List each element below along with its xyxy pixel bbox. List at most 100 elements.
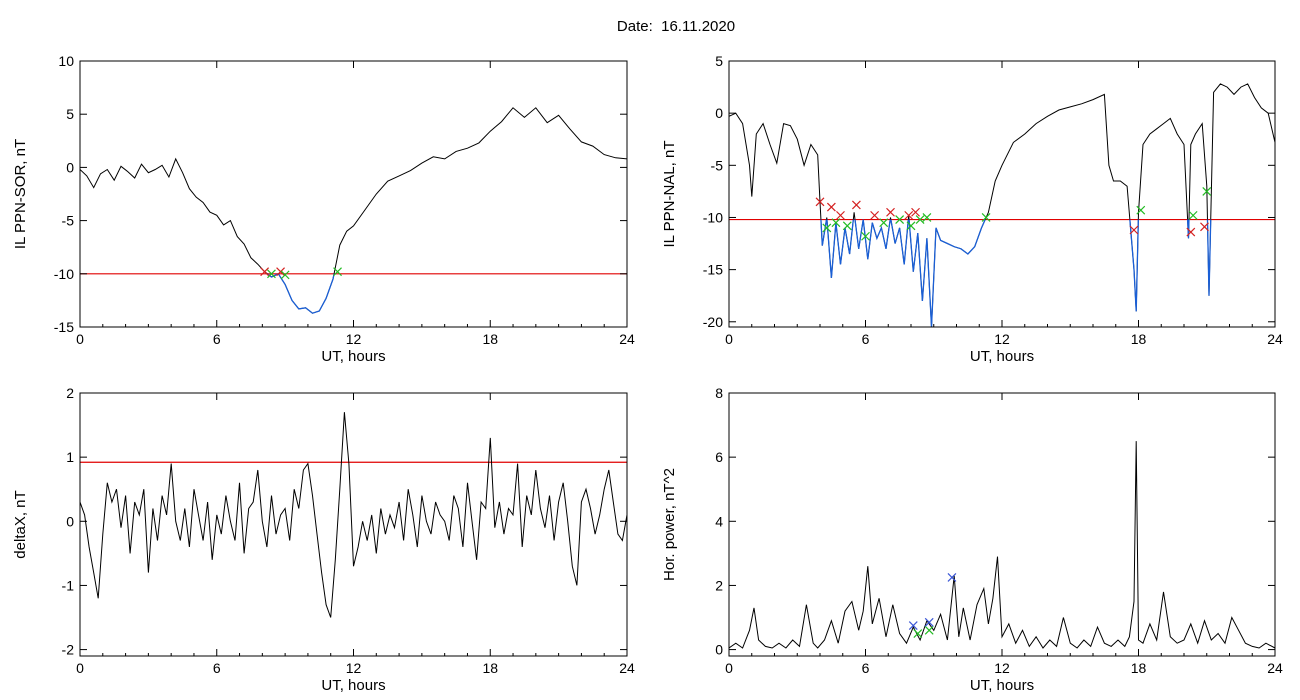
y-axis-label: IL PPN-NAL, nT [661,141,678,248]
data-trace [80,107,627,314]
data-trace [729,441,1275,649]
x-axis-label: UT, hours [970,348,1034,365]
y-tick-label: 2 [66,385,74,401]
date-label: Date: [616,18,653,35]
y-tick-label: -10 [703,209,723,225]
y-tick-label: -10 [54,266,74,282]
y-tick-label: -15 [54,319,74,335]
event-start-marker [911,207,920,217]
y-tick-label: -5 [711,157,724,173]
event-start-marker [276,267,285,277]
below-threshold-trace [820,219,1212,327]
x-tick-label: 0 [725,660,733,676]
event-start-marker [904,210,914,220]
y-tick-label: -15 [703,262,723,278]
event-start-marker [826,202,836,212]
x-tick-label: 24 [619,331,635,347]
x-tick-label: 12 [994,660,1010,676]
y-tick-label: 0 [715,105,723,121]
event-end-marker [981,213,991,222]
event-start-marker [1186,227,1196,237]
y-axis-label: Hor. power, nT^2 [661,468,678,581]
event-end-marker [267,269,276,279]
figure-header: Date: 16.11.2020 [0,18,1300,35]
event-end-marker [822,223,832,233]
event-start-marker [886,207,895,217]
plot-frame [79,60,628,328]
x-tick-label: 18 [1131,331,1147,347]
x-tick-label: 24 [1267,331,1283,347]
event-end-marker [333,267,342,277]
event-end-marker [1202,186,1212,196]
y-tick-label: -1 [62,577,75,593]
y-tick-label: 5 [66,106,74,122]
y-tick-label: 2 [715,577,723,593]
x-tick-label: 18 [1131,660,1147,676]
y-axis-label: IL PPN-SOR, nT [12,139,29,249]
y-tick-label: -5 [62,213,75,229]
event-end-marker [915,215,925,224]
event-start-marker [260,267,270,277]
x-tick-label: 0 [76,660,84,676]
power-peak-marker [924,617,934,627]
y-tick-label: 4 [715,513,723,529]
data-trace [729,83,1275,327]
below-threshold-trace [266,273,335,314]
event-end-marker [922,213,932,222]
x-tick-label: 18 [482,660,498,676]
event-start-marker [815,197,825,207]
x-tick-label: 24 [619,660,635,676]
event-start-marker [836,210,845,220]
x-tick-label: 24 [1267,660,1283,676]
event-end-marker [831,218,841,228]
event-end-marker [906,221,916,231]
x-axis-label: UT, hours [321,348,385,365]
date-value: 16.11.2020 [661,18,736,35]
panel-ppn_sor: 0 6 12 18 24 10 5 0 -5 -10 -15 UT, hours IL PPN-SOR,… [12,53,635,365]
x-tick-label: 12 [994,331,1010,347]
plot-frame [728,60,1276,328]
panel-deltax: 0 6 12 18 24 2 1 0 -1 -2 UT, hours deltaX, nT [12,385,635,694]
x-tick-label: 12 [346,660,362,676]
x-axis-label: UT, hours [970,677,1034,694]
x-tick-label: 6 [862,331,870,347]
panel-hor_power: 0 6 12 18 24 8 6 4 2 0 UT, hours Hor. power, nT^2 [661,385,1283,694]
event-end-marker [913,629,923,638]
x-tick-label: 0 [725,331,733,347]
event-end-marker [861,231,870,241]
y-tick-label: 8 [715,385,723,401]
data-trace [80,412,627,618]
x-tick-label: 12 [346,331,362,347]
x-tick-label: 6 [213,660,221,676]
event-end-marker [895,215,905,224]
event-end-marker [924,625,934,635]
event-end-marker [879,218,889,228]
y-tick-label: 5 [715,53,723,69]
event-end-marker [842,221,852,231]
x-tick-label: 6 [862,660,870,676]
y-tick-label: -2 [62,642,75,658]
y-tick-label: 10 [58,53,74,69]
event-start-marker [870,210,880,220]
event-start-marker [851,200,861,210]
panel-ppn_nal: 0 6 12 18 24 5 0 -5 -10 -15 -20 UT, hours IL PPN-NAL… [661,53,1283,365]
y-tick-label: 1 [66,449,74,465]
event-start-marker [1129,225,1139,235]
y-tick-label: 6 [715,449,723,465]
x-tick-label: 18 [482,331,498,347]
event-end-marker [1188,210,1198,220]
plot-frame [728,392,1276,657]
x-axis-label: UT, hours [321,677,385,694]
y-tick-label: 0 [66,513,74,529]
power-peak-marker [908,621,918,630]
y-axis-label: deltaX, nT [12,490,29,558]
y-tick-label: 0 [66,159,74,175]
x-tick-label: 6 [213,331,221,347]
power-peak-marker [947,572,957,582]
y-tick-label: 0 [715,642,723,658]
event-start-marker [1200,222,1209,232]
x-tick-label: 0 [76,331,84,347]
event-end-marker [1136,205,1146,215]
event-end-marker [280,270,290,280]
